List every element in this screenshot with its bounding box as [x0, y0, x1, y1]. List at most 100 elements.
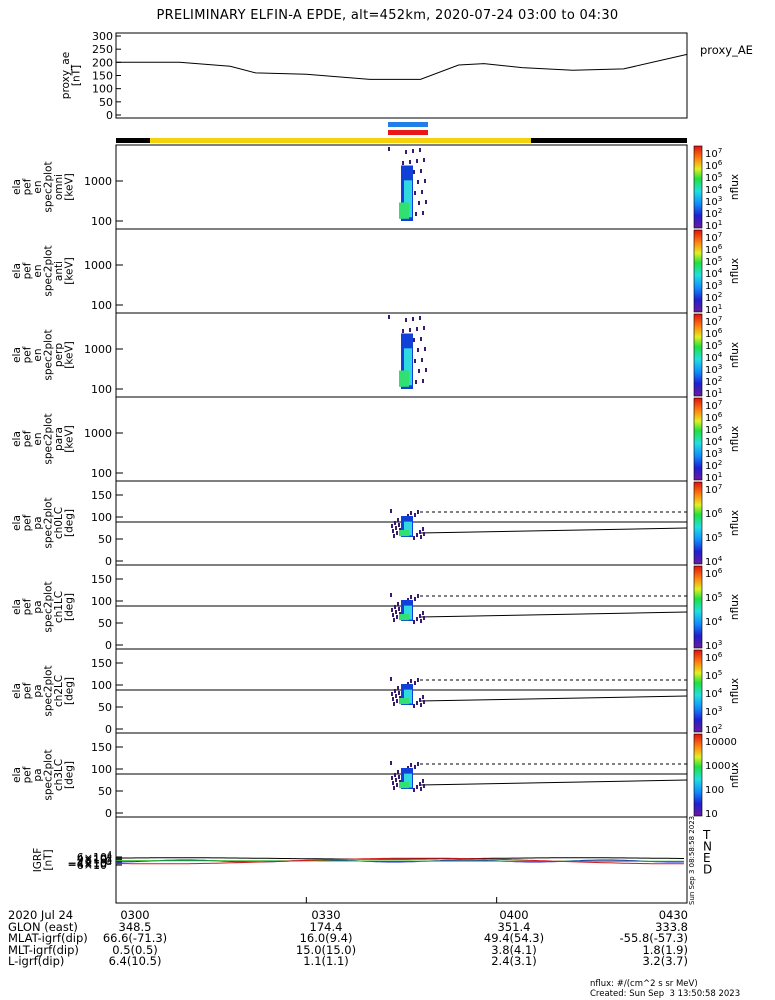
panel-4-pa-spectrum-speckle: [393, 534, 395, 538]
footer-cell: 174.4: [309, 919, 343, 934]
footer-cell: 2020 Jul 24: [8, 908, 74, 922]
ae-tick-label: 50: [99, 96, 113, 109]
panel-3-ylabel-line: en: [32, 432, 44, 445]
panel-2-spectrum-speckle: [413, 338, 415, 342]
footer-cell: 15.0(15.0): [295, 942, 357, 957]
panel-7-ylabel-line: pef: [21, 766, 33, 783]
panel-3-frame: [115, 396, 688, 482]
panel-7-ylabel-line: spec2plot: [42, 749, 54, 800]
blue-bar: [388, 122, 428, 127]
panel-5-pa-spectrum-speckle: [396, 615, 398, 619]
sunlit-bar: [150, 138, 531, 143]
panel-5-ylabel-line: spec2plot: [42, 581, 54, 632]
panel-4-cbar-tick: 107: [705, 482, 722, 496]
panel-5-ytick-label: 150: [91, 573, 112, 586]
ae-ylabel: proxy_ae[nT]: [60, 52, 83, 99]
panel-3-ylabel-line: para: [53, 427, 65, 451]
panel-6-pa-spectrum-speckle: [396, 699, 398, 703]
panel-0-spectrum-speckle: [420, 169, 422, 173]
panel-2-spectrum-speckle: [421, 358, 423, 362]
panel-4-pa-spectrum-speckle: [394, 521, 396, 525]
igrf-ytick-label: −4×104: [68, 857, 112, 871]
panel-5-pa-spectrum-speckle: [419, 614, 421, 618]
panel-2-ylabel-line: en: [32, 348, 44, 361]
panel-2-spectrum-speckle: [405, 318, 407, 322]
panel-0-ylabel-line: ela: [11, 179, 23, 195]
panel-2-ylabel-line: spec2plot: [42, 329, 54, 380]
panel-1-ytick-label: 1000: [84, 259, 112, 272]
panel-2-cbar-tick: 105: [705, 338, 722, 352]
panel-4-ylabel-line: spec2plot: [42, 497, 54, 548]
panel-5-ylabel-line: ela: [11, 599, 23, 615]
panel-3-ylabel-line: ela: [11, 431, 23, 447]
panel-6-cbar-tick: 102: [705, 722, 722, 736]
panel-7-ytick-label: 150: [91, 741, 112, 754]
panel-5-ylabel-line: pa: [32, 600, 44, 613]
footer-cell: 0330: [311, 908, 341, 922]
panel-3-cbar-tick: 104: [705, 434, 723, 448]
footer-cell: 49.4(54.3): [483, 931, 545, 945]
panel-0-spectrum-speckle: [425, 200, 427, 204]
panel-2-ytick-label: 100: [91, 383, 112, 396]
panel-0-cbar-tick: 105: [705, 170, 722, 184]
panel-2-spectrum-speckle: [422, 379, 424, 383]
panel-6-pa-spectrum-speckle: [394, 689, 396, 693]
panel-5-pa-spectrum-core-green: [399, 614, 409, 621]
panel-6-pa-spectrum-speckle: [413, 704, 415, 708]
footer-cell: 66.6(-71.3): [102, 931, 168, 945]
igrf-ytick-label: −2×104: [68, 855, 112, 869]
footer-cell: 0300: [120, 908, 150, 922]
igrf-ylabel-line: IGRF: [32, 848, 44, 873]
panel-4-pa-spectrum-speckle: [396, 531, 398, 535]
panel-5-ylabel-line: [deg]: [63, 593, 75, 621]
panel-5-pa-spectrum-speckle: [395, 610, 397, 614]
panel-6-pa-spectrum-speckle: [395, 694, 397, 698]
panel-7-cbar-tick: 10000: [705, 737, 737, 748]
panel-2-spectrum-core-green: [399, 370, 409, 387]
panel-0-spectrum-speckle: [412, 149, 414, 153]
panel-1-cbar-label: nflux: [729, 258, 741, 284]
panel-5-cbar-tick: 103: [705, 638, 722, 652]
footer-cell: 3.2(3.7): [642, 954, 688, 968]
panel-6-pa-spectrum-speckle: [423, 700, 425, 704]
igrf-legend-D: D: [703, 863, 712, 877]
panel-7-cbar-tick: 100: [705, 785, 724, 796]
panel-5-pa-spectrum-speckle: [390, 593, 392, 597]
panel-7-colorbar: [693, 733, 703, 817]
igrf-ytick-label: 6×104: [77, 850, 112, 864]
ae-frame: [115, 32, 688, 119]
panel-4-cbar-tick: 105: [705, 530, 722, 544]
panel-6-colorbar: [693, 649, 703, 733]
igrf-T-curve: [116, 857, 684, 860]
footer-cell: 2.4(3.1): [491, 954, 537, 968]
panel-7-pa-spectrum-speckle: [414, 765, 416, 769]
panel-5-alc-line: [419, 611, 688, 618]
panel-0-ytick-label: 1000: [84, 175, 112, 188]
footer-cell: 1.8(1.9): [642, 942, 688, 957]
panel-6-pa-spectrum-speckle: [419, 698, 421, 702]
panel-6-cbar-label: nflux: [729, 678, 741, 704]
panel-1-cbar-tick: 105: [705, 254, 722, 268]
panel-3-cbar-tick: 102: [705, 458, 722, 472]
panel-7-cbar-tick: 10: [705, 809, 718, 820]
panel-1-ylabel-line: ela: [11, 263, 23, 279]
panel-1-cbar-tick: 102: [705, 290, 722, 304]
panel-2-cbar-tick: 104: [705, 350, 723, 364]
panel-6-pa-spectrum-core-cyan: [404, 689, 412, 704]
panel-2-spectrum-speckle: [402, 329, 404, 333]
panel-0-cbar-label: nflux: [729, 174, 741, 200]
panel-5-pa-spectrum-speckle: [392, 613, 394, 617]
panel-2-spectrum-speckle: [419, 316, 421, 320]
panel-7-pa-spectrum-speckle: [394, 773, 396, 777]
panel-5-ytick-label: 50: [98, 617, 112, 630]
panel-2-cbar-label: nflux: [729, 342, 741, 368]
panel-6-ylabel-line: ela: [11, 683, 23, 699]
panel-4-ylabel-line: pa: [32, 516, 44, 529]
panel-3-ylabel-line: spec2plot: [42, 413, 54, 464]
panel-6-pa-spectrum-speckle: [391, 692, 393, 696]
panel-1-ylabel-line: [keV]: [63, 257, 75, 285]
panel-7-ylabel-line: ch3LC: [53, 759, 65, 791]
